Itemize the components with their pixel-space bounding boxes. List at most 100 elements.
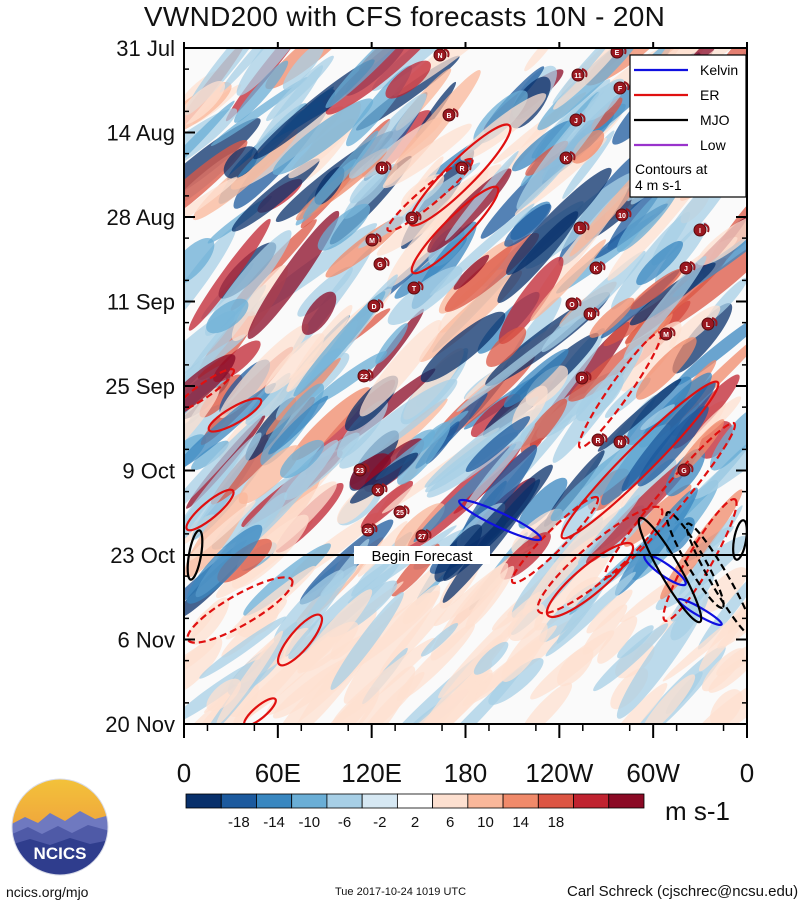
anomaly-patch bbox=[231, 158, 320, 232]
anomaly-patch bbox=[516, 83, 618, 210]
anomaly-patch bbox=[293, 291, 386, 397]
wave-contour bbox=[186, 576, 294, 644]
storm-icon bbox=[615, 208, 629, 222]
storm-label: D bbox=[371, 304, 376, 311]
storm-tail bbox=[371, 523, 378, 533]
storm-marker: 26 bbox=[361, 523, 378, 537]
storm-label: L bbox=[578, 226, 583, 233]
storm-tail bbox=[581, 68, 588, 78]
storm-marker: N bbox=[583, 307, 600, 321]
anomaly-patch bbox=[382, 123, 472, 189]
legend-note: Contours at 4 m s-1 bbox=[635, 161, 707, 193]
storm-icon bbox=[405, 211, 419, 225]
anomaly-patch bbox=[332, 637, 436, 724]
anomaly-patch bbox=[188, 218, 271, 331]
anomaly-patch bbox=[206, 678, 241, 712]
anomaly-patch bbox=[184, 140, 248, 234]
storm-icon bbox=[573, 221, 587, 235]
legend-label: MJO bbox=[700, 112, 730, 128]
storm-label: T bbox=[412, 286, 417, 293]
anomaly-patch bbox=[184, 310, 236, 402]
wave-contour bbox=[458, 498, 542, 542]
anomaly-patch bbox=[512, 120, 573, 172]
storm-tail bbox=[383, 257, 390, 267]
anomaly-patch bbox=[662, 586, 747, 682]
anomaly-patch bbox=[511, 508, 564, 554]
legend-label: Low bbox=[700, 137, 727, 153]
x-tick-label: 120W bbox=[525, 758, 593, 788]
storm-label: 23 bbox=[356, 468, 364, 475]
storm-tail bbox=[381, 483, 388, 493]
anomaly-patch bbox=[282, 48, 325, 90]
anomaly-patch bbox=[397, 421, 451, 485]
logo-text: NCICS bbox=[34, 844, 87, 863]
anomaly-patch bbox=[385, 70, 481, 186]
anomaly-patch bbox=[630, 268, 683, 310]
storm-tail bbox=[452, 108, 459, 118]
anomaly-patch bbox=[420, 311, 506, 383]
storm-marker: H bbox=[375, 161, 392, 175]
storm-icon bbox=[677, 463, 691, 477]
storm-icon bbox=[591, 433, 605, 447]
storm-marker: F bbox=[613, 81, 630, 95]
anomaly-patch bbox=[420, 623, 459, 657]
storm-marker: 23 bbox=[353, 463, 370, 477]
anomaly-patch bbox=[280, 439, 325, 479]
y-tick-label: 23 Oct bbox=[110, 543, 175, 568]
anomaly-patch bbox=[593, 623, 669, 692]
storm-label: 10 bbox=[618, 213, 626, 220]
anomaly-patch bbox=[597, 616, 638, 664]
forecast-label: Begin Forecast bbox=[372, 548, 474, 565]
storm-label: P bbox=[580, 376, 585, 383]
storm-tail bbox=[601, 433, 608, 443]
legend-box bbox=[629, 54, 747, 198]
storm-icon bbox=[659, 327, 673, 341]
anomaly-patch bbox=[692, 396, 742, 443]
storm-marker: J bbox=[569, 113, 586, 127]
colorbar-label: -6 bbox=[338, 814, 351, 831]
colorbar-swatch bbox=[185, 793, 222, 809]
anomaly-patch bbox=[696, 215, 747, 266]
anomaly-patch bbox=[486, 327, 527, 367]
anomaly-patch bbox=[413, 443, 517, 543]
anomaly-patch bbox=[555, 533, 603, 571]
anomaly-patch bbox=[191, 597, 230, 645]
anomaly-patch bbox=[184, 176, 238, 240]
anomaly-patch bbox=[640, 404, 675, 430]
anomaly-patch bbox=[545, 571, 636, 657]
storm-label: M bbox=[663, 332, 669, 339]
anomaly-patch bbox=[184, 237, 215, 287]
storm-tail bbox=[703, 223, 710, 233]
forecast-label-bg bbox=[354, 546, 490, 564]
wave-contour bbox=[685, 522, 747, 638]
wave-contour bbox=[732, 519, 747, 561]
anomaly-patch bbox=[530, 239, 606, 321]
anomaly-patch bbox=[586, 589, 633, 634]
colorbar-units: m s-1 bbox=[665, 796, 730, 826]
storm-label: N bbox=[437, 53, 442, 60]
storm-label: N bbox=[617, 440, 622, 447]
colorbar-label: -10 bbox=[298, 814, 320, 831]
wave-contour bbox=[603, 421, 737, 579]
anomaly-patch bbox=[617, 625, 654, 659]
anomaly-patch bbox=[325, 48, 445, 115]
anomaly-patch bbox=[264, 333, 325, 394]
colorbar-label: 18 bbox=[548, 814, 565, 831]
colorbar-swatch bbox=[220, 793, 257, 809]
y-tick-label: 6 Nov bbox=[118, 628, 175, 653]
storm-marker: K bbox=[589, 261, 606, 275]
storm-icon bbox=[367, 299, 381, 313]
anomaly-patch bbox=[710, 689, 743, 724]
storm-icon bbox=[701, 317, 715, 331]
anomaly-patch bbox=[219, 48, 295, 93]
storm-icon bbox=[679, 261, 693, 275]
storm-label: K bbox=[593, 266, 598, 273]
anomaly-patch bbox=[186, 524, 263, 604]
wave-contour bbox=[207, 397, 263, 433]
storm-tail bbox=[417, 281, 424, 291]
wave-contour bbox=[276, 613, 324, 667]
anomaly-patch bbox=[359, 319, 442, 417]
anomaly-patch bbox=[641, 674, 696, 724]
anomaly-patch bbox=[506, 167, 612, 275]
storm-tail bbox=[569, 151, 576, 161]
